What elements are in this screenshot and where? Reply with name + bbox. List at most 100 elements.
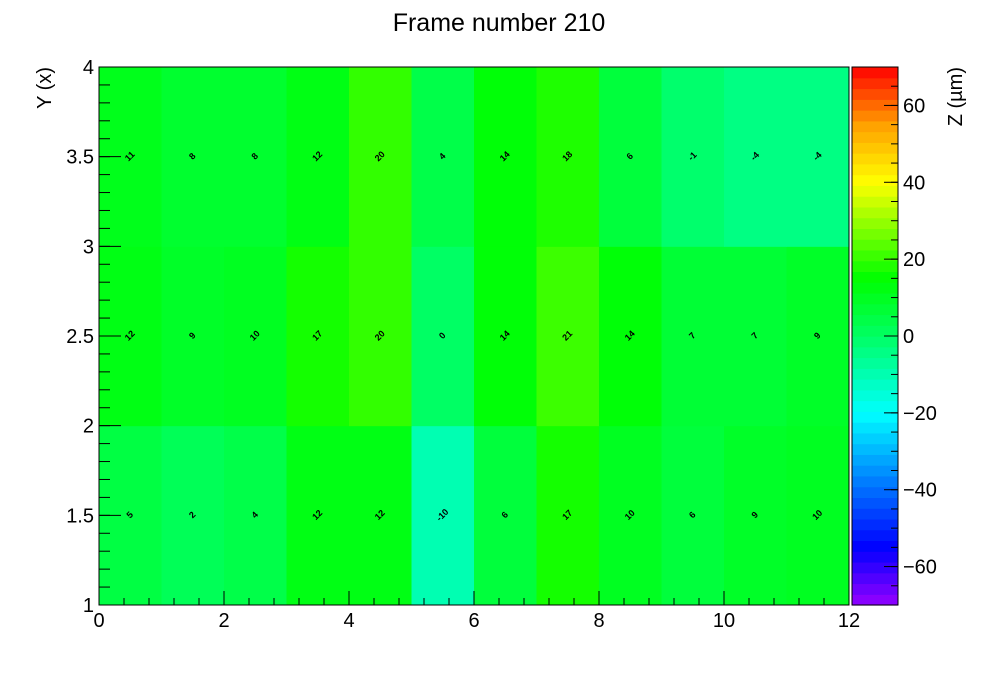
colorbar-segment [852,314,898,326]
cell-value-label: 17 [560,508,574,522]
colorbar-segment [852,142,898,154]
y-tick-label: 3.5 [66,147,94,169]
colorbar-segment [852,475,898,488]
colorbar-segment [852,432,898,445]
y-tick-label: 3 [83,236,94,258]
cell-value-label: 4 [437,151,448,162]
colorbar-segment [852,529,898,542]
colorbar-segment [852,131,898,143]
cell-value-label: 8 [187,151,198,162]
colorbar-segment [852,497,898,509]
colorbar-segment [852,594,898,606]
heatmap-cell [224,67,287,247]
heatmap-cell [474,67,537,247]
colorbar-tick-label: 40 [903,172,925,194]
colorbar-segment [852,400,898,412]
colorbar-segment [852,486,898,498]
heatmap-cell [786,246,850,427]
colorbar-segment [852,561,898,574]
colorbar-segment [852,99,898,111]
x-tick-label: 8 [593,610,604,632]
colorbar-segment [852,120,898,133]
colorbar-segment [852,346,898,359]
colorbar-segment [852,379,898,391]
colorbar-tick-label: 0 [903,326,914,348]
colorbar-segment [852,67,898,79]
heatmap-cell [286,246,350,427]
colorbar-segment [852,249,898,262]
colorbar-segment [852,88,898,100]
colorbar-segment [852,174,898,186]
colorbar-segment [852,292,898,305]
colorbar-segment [852,389,898,402]
cell-value-label: 12 [310,508,324,522]
colorbar-segment [852,540,898,552]
heatmap-cell [724,246,787,427]
heatmap-cell [724,67,787,247]
cell-value-label: 10 [623,508,637,522]
y-tick-label: 2.5 [66,326,94,348]
colorbar-segment [852,260,898,273]
colorbar-segment [852,422,898,434]
y-tick-label: 4 [83,57,94,79]
y-axis-label: Y (x) [34,67,56,109]
heatmap-cell [411,425,475,606]
x-tick-label: 10 [713,610,735,632]
heatmap-cell [349,67,412,247]
cell-value-label: 9 [812,330,823,341]
colorbar-tick-label: −60 [903,557,937,579]
cell-value-label: 9 [749,510,760,521]
colorbar-tick-label: −40 [903,480,937,502]
colorbar-tick-label: 20 [903,249,925,271]
x-tick-label: 4 [343,610,354,632]
cell-value-label: 12 [373,508,387,522]
chart-title: Frame number 210 [393,9,606,37]
heatmap-cell [411,246,475,427]
cell-value-label: 6 [687,510,698,521]
heatmap-cell [786,425,850,606]
colorbar-segment [852,185,898,197]
heatmap-cell [286,425,350,606]
heatmap-cell [599,246,662,427]
cell-value-label: 6 [499,510,510,521]
heatmap-cell [536,246,600,427]
cell-value-label: 9 [187,330,198,341]
colorbar-segment [852,77,898,90]
colorbar-segment [852,336,898,348]
heatmap-cell [161,246,225,427]
colorbar-segment [852,282,898,294]
heatmap-cell [661,246,725,427]
x-tick-label: 2 [218,610,229,632]
cell-value-label: 0 [437,330,448,341]
cell-value-label: 12 [310,149,324,163]
colorbar-segment [852,465,898,477]
y-tick-label: 1 [83,595,94,617]
heatmap-cell [536,67,600,247]
colorbar-segment [852,196,898,208]
colorbar-segment [852,303,898,316]
cell-value-label: 4 [249,510,260,521]
x-tick-label: 6 [468,610,479,632]
cell-value-label: 7 [749,330,760,341]
colorbar-segment [852,518,898,531]
colorbar-segment [852,239,898,251]
cell-value-label: 5 [124,510,135,521]
colorbar-segment [852,217,898,229]
colorbar-segment [852,551,898,563]
cell-value-label: 14 [498,149,512,163]
heatmap-cell [224,246,287,427]
heatmap-cell [661,67,725,247]
cell-value-label: 6 [624,151,635,162]
cell-value-label: 8 [249,151,260,162]
cell-value-label: 20 [373,149,387,163]
colorbar-segment [852,411,898,423]
colorbar-segment [852,228,898,240]
z-axis-label: Z (µm) [945,67,967,126]
heatmap-cell [161,67,225,247]
heatmap-cell [474,246,537,427]
colorbar-segment [852,325,898,337]
heatmap-cell [786,67,850,247]
heatmap-cell [724,425,787,606]
colorbar-segment [852,110,898,122]
